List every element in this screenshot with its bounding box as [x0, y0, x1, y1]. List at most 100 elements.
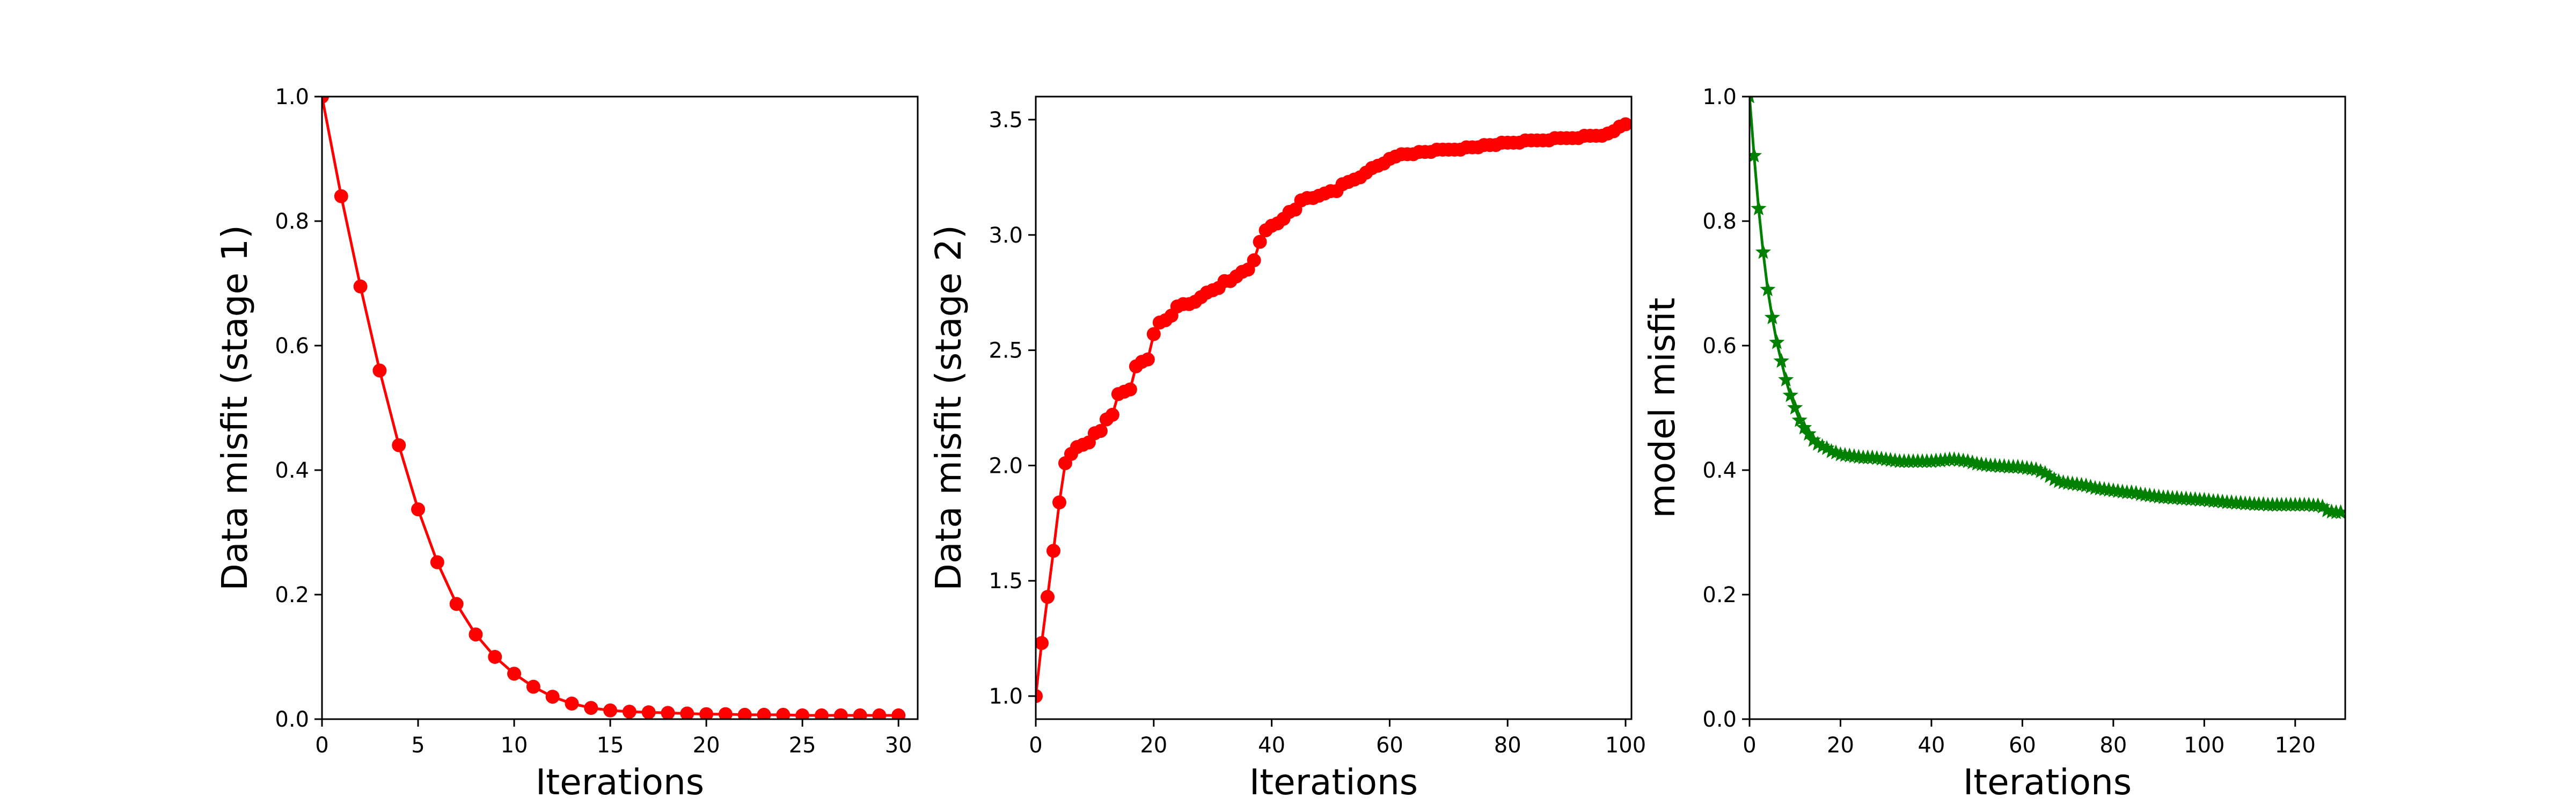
data-point: [1782, 387, 1798, 402]
data-point: [1801, 426, 1817, 441]
data-point: [449, 597, 464, 611]
data-point: [1769, 334, 1785, 349]
data-point: [372, 363, 387, 378]
plot-area: [1750, 97, 2345, 519]
data-point: [872, 708, 887, 719]
data-point: [1778, 371, 1794, 387]
y-tick-label: 0.2: [275, 583, 309, 608]
data-point: [584, 701, 598, 715]
data-point: [1040, 590, 1055, 604]
data-point: [1787, 399, 1803, 415]
axes-frame: [321, 96, 919, 720]
x-tick-label: 20: [693, 733, 720, 758]
y-axis-label: Data misfit (stage 2): [928, 225, 969, 591]
y-tick-label: 1.0: [275, 85, 309, 109]
x-tick-label: 20: [1827, 733, 1854, 758]
data-point: [1760, 281, 1776, 297]
data-point: [1036, 636, 1049, 650]
data-point: [322, 97, 329, 104]
data-point: [1253, 235, 1267, 249]
data-point: [699, 707, 714, 719]
x-tick-label: 5: [411, 733, 425, 758]
x-tick-label: 0: [1029, 733, 1042, 758]
x-axis-label: Iterations: [1963, 762, 2132, 803]
y-tick-label: 1.0: [1702, 85, 1737, 109]
data-point: [1791, 412, 1807, 427]
x-tick-label: 25: [789, 733, 816, 758]
data-point: [392, 438, 406, 452]
data-point: [334, 189, 348, 203]
data-point: [545, 690, 560, 704]
data-point: [718, 707, 733, 719]
y-tick-label: 0.4: [275, 458, 309, 483]
y-tick-label: 1.5: [989, 569, 1023, 594]
x-tick-label: 0: [315, 733, 328, 758]
data-point: [757, 707, 771, 719]
data-point: [1619, 117, 1631, 131]
data-point: [1750, 97, 1755, 104]
data-point: [833, 708, 848, 719]
data-point: [1052, 495, 1066, 510]
subplot-stage1-misfit: 0 5 10 15 20 25 30 0.0 0.2 0.4 0.6 0.8 1.0 Iterations…: [214, 85, 919, 803]
data-point: [1755, 244, 1772, 259]
x-axis-label: Iterations: [536, 762, 704, 803]
data-point: [795, 708, 810, 719]
data-point: [1093, 423, 1108, 438]
data-point: [737, 707, 752, 719]
data-point: [507, 667, 522, 681]
data-point: [776, 707, 791, 719]
y-tick-label: 1.0: [989, 684, 1023, 709]
y-axis-label: model misfit: [1642, 298, 1683, 518]
subplot-stage2-misfit: 0 20 40 60 80 100 1.0 1.5 2.0 2.5 3.0 3.5 Iterations…: [928, 96, 1646, 803]
plot-area: [322, 97, 906, 719]
data-point: [1247, 253, 1261, 268]
data-point: [1764, 309, 1781, 325]
y-tick-label: 0.6: [1702, 334, 1737, 358]
x-tick-label: 80: [2099, 733, 2127, 758]
data-point: [622, 705, 636, 719]
y-tick-label: 0.8: [1702, 209, 1737, 234]
data-point: [814, 708, 829, 719]
data-point: [1146, 327, 1161, 341]
y-tick-label: 3.5: [989, 108, 1023, 133]
y-tick-label: 2.0: [989, 453, 1023, 478]
data-point: [353, 279, 368, 294]
x-tick-label: 20: [1140, 733, 1167, 758]
data-point: [411, 502, 426, 517]
x-tick-label: 60: [2009, 733, 2036, 758]
data-point: [603, 703, 618, 718]
x-tick-label: 10: [501, 733, 528, 758]
x-tick-label: 120: [2275, 733, 2316, 758]
data-point: [891, 708, 906, 719]
y-tick-label: 0.4: [1702, 458, 1737, 483]
x-tick-label: 30: [885, 733, 912, 758]
x-tick-label: 100: [1605, 733, 1646, 758]
data-point: [680, 706, 694, 719]
x-tick-label: 15: [597, 733, 624, 758]
data-point: [1046, 544, 1060, 558]
data-point: [641, 705, 656, 719]
subplot-model-misfit: 0 20 40 60 80 100 120 0.0 0.2 0.4 0.6 0.8 1.0 Iterati…: [1642, 85, 2346, 803]
x-axis-label: Iterations: [1249, 762, 1418, 803]
x-tick-label: 0: [1743, 733, 1756, 758]
data-point: [1751, 200, 1767, 216]
axes-frame: [1035, 96, 1633, 720]
x-tick-label: 80: [1494, 733, 1521, 758]
data-point: [2332, 504, 2345, 519]
data-point: [661, 706, 675, 719]
data-point: [853, 708, 867, 719]
data-point: [1123, 382, 1137, 397]
plot-area: [1036, 117, 1631, 704]
data-point: [1773, 353, 1789, 368]
data-point: [565, 697, 579, 711]
series-line: [1036, 123, 1626, 697]
y-tick-label: 3.0: [989, 223, 1023, 248]
series-line: [322, 97, 899, 717]
y-tick-label: 2.5: [989, 339, 1023, 363]
y-tick-label: 0.0: [1702, 707, 1737, 732]
x-tick-label: 100: [2184, 733, 2224, 758]
data-point: [469, 627, 483, 642]
data-point: [1796, 419, 1812, 435]
data-point: [488, 650, 502, 664]
